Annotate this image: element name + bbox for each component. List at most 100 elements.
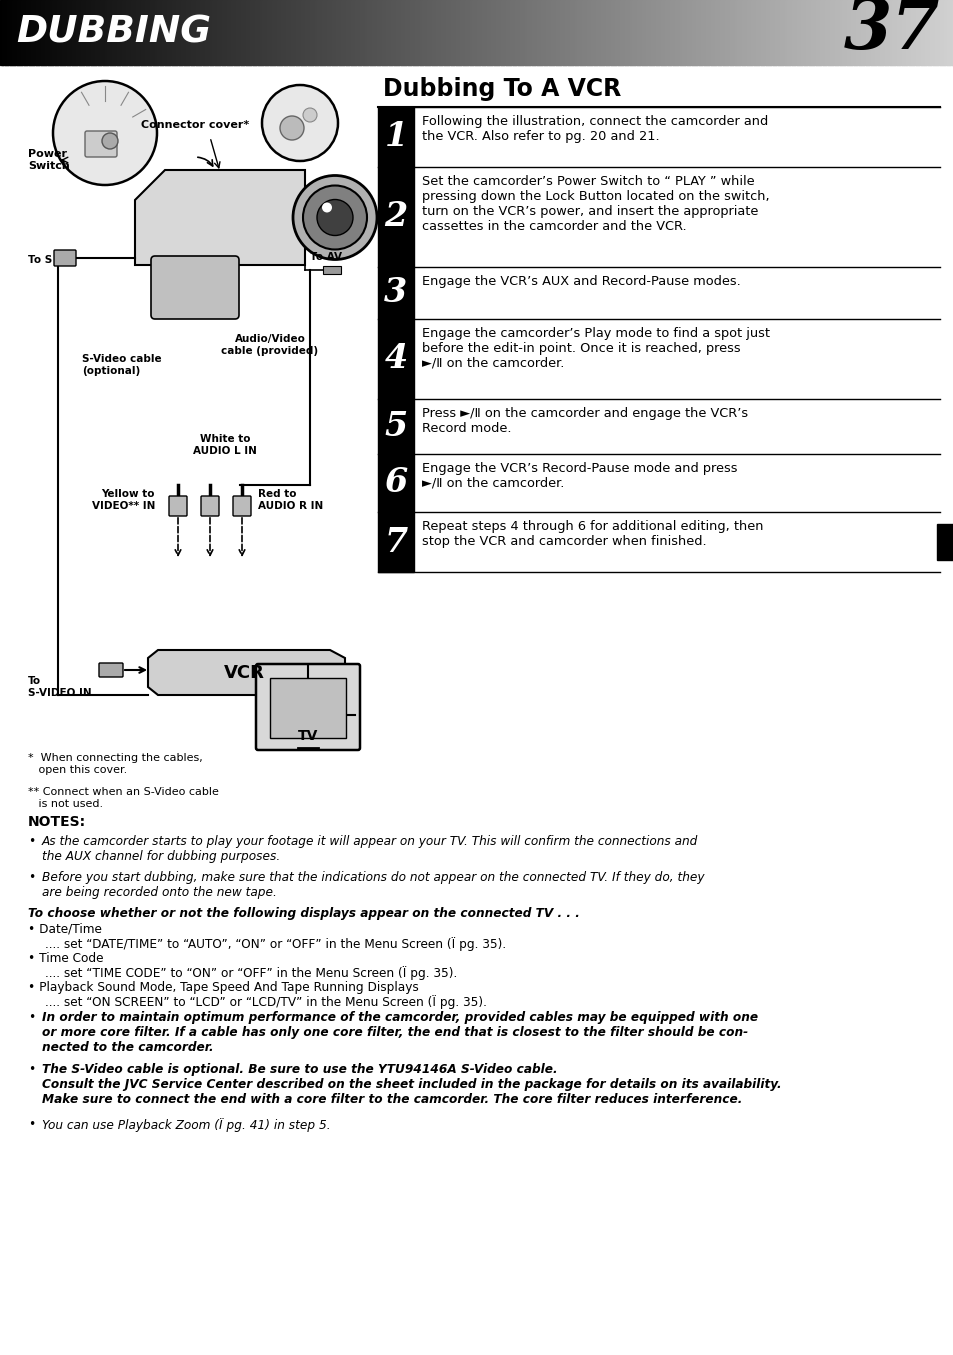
Bar (103, 0, 106, 65)
Bar (421, 0, 425, 65)
Bar (922, 0, 925, 65)
Bar (448, 0, 452, 65)
Bar (181, 0, 185, 65)
Bar (924, 0, 928, 65)
Bar (364, 0, 368, 65)
Bar (405, 0, 409, 65)
Bar (488, 0, 492, 65)
Bar (820, 0, 823, 65)
Bar (696, 0, 700, 65)
Bar (902, 0, 906, 65)
Bar (43, 0, 47, 65)
Bar (745, 0, 749, 65)
Bar (853, 0, 857, 65)
Text: To S: To S (28, 255, 52, 266)
Bar (545, 0, 549, 65)
Bar (843, 0, 847, 65)
Bar (226, 0, 230, 65)
Bar (621, 0, 625, 65)
Bar (407, 0, 411, 65)
Text: Set the camcorder’s Power Switch to “ PLAY ” while
pressing down the Lock Button: Set the camcorder’s Power Switch to “ PL… (421, 175, 769, 233)
Circle shape (322, 202, 332, 213)
Bar (629, 0, 633, 65)
Bar (559, 0, 563, 65)
Bar (416, 0, 420, 65)
Bar (569, 0, 573, 65)
Bar (164, 0, 168, 65)
Bar (8, 0, 10, 65)
Text: Consult the JVC Service Center described on the sheet included in the package fo: Consult the JVC Service Center described… (42, 1079, 781, 1106)
Bar (377, 398, 414, 454)
Bar (331, 0, 335, 65)
Bar (162, 0, 166, 65)
Bar (294, 0, 296, 65)
Bar (869, 0, 873, 65)
FancyBboxPatch shape (255, 664, 359, 751)
Bar (19, 0, 23, 65)
Bar (419, 0, 423, 65)
Text: •: • (28, 835, 35, 848)
Bar (167, 0, 171, 65)
Bar (246, 0, 249, 65)
Bar (626, 0, 630, 65)
Text: 7: 7 (384, 526, 407, 558)
Bar (100, 0, 104, 65)
Bar (829, 0, 833, 65)
Bar (503, 0, 506, 65)
Bar (700, 0, 704, 65)
Bar (655, 0, 659, 65)
Bar (427, 0, 430, 65)
Bar (837, 0, 840, 65)
Bar (253, 0, 256, 65)
Bar (648, 0, 652, 65)
Bar (264, 0, 268, 65)
Bar (170, 0, 172, 65)
Bar (739, 0, 742, 65)
Bar (491, 0, 495, 65)
Bar (850, 0, 854, 65)
Bar (459, 0, 463, 65)
Text: Engage the VCR’s AUX and Record-Pause modes.: Engage the VCR’s AUX and Record-Pause mo… (421, 275, 740, 289)
Bar (781, 0, 785, 65)
Bar (534, 0, 537, 65)
Bar (297, 0, 301, 65)
Bar (453, 0, 456, 65)
Bar (831, 0, 835, 65)
Bar (705, 0, 709, 65)
Bar (845, 0, 849, 65)
Bar (210, 0, 213, 65)
Bar (872, 0, 876, 65)
Bar (777, 0, 781, 65)
Bar (664, 0, 668, 65)
Bar (14, 0, 18, 65)
Bar (377, 454, 414, 512)
Bar (529, 0, 533, 65)
Bar (821, 0, 825, 65)
Bar (312, 0, 315, 65)
Bar (286, 0, 290, 65)
Bar (858, 0, 862, 65)
Bar (555, 0, 558, 65)
Bar (283, 0, 287, 65)
Bar (581, 0, 585, 65)
Bar (526, 0, 530, 65)
Bar (59, 0, 63, 65)
Bar (860, 0, 863, 65)
Circle shape (303, 108, 316, 122)
Bar (57, 0, 61, 65)
Bar (591, 0, 595, 65)
Text: To AV: To AV (310, 252, 341, 262)
Bar (129, 0, 132, 65)
Bar (481, 0, 485, 65)
Bar (774, 0, 778, 65)
Bar (512, 0, 516, 65)
Bar (748, 0, 752, 65)
Bar (391, 0, 395, 65)
Polygon shape (148, 650, 345, 695)
Bar (359, 0, 363, 65)
Bar (150, 0, 153, 65)
Bar (178, 0, 182, 65)
Bar (319, 0, 323, 65)
Bar (450, 0, 454, 65)
Bar (679, 0, 682, 65)
